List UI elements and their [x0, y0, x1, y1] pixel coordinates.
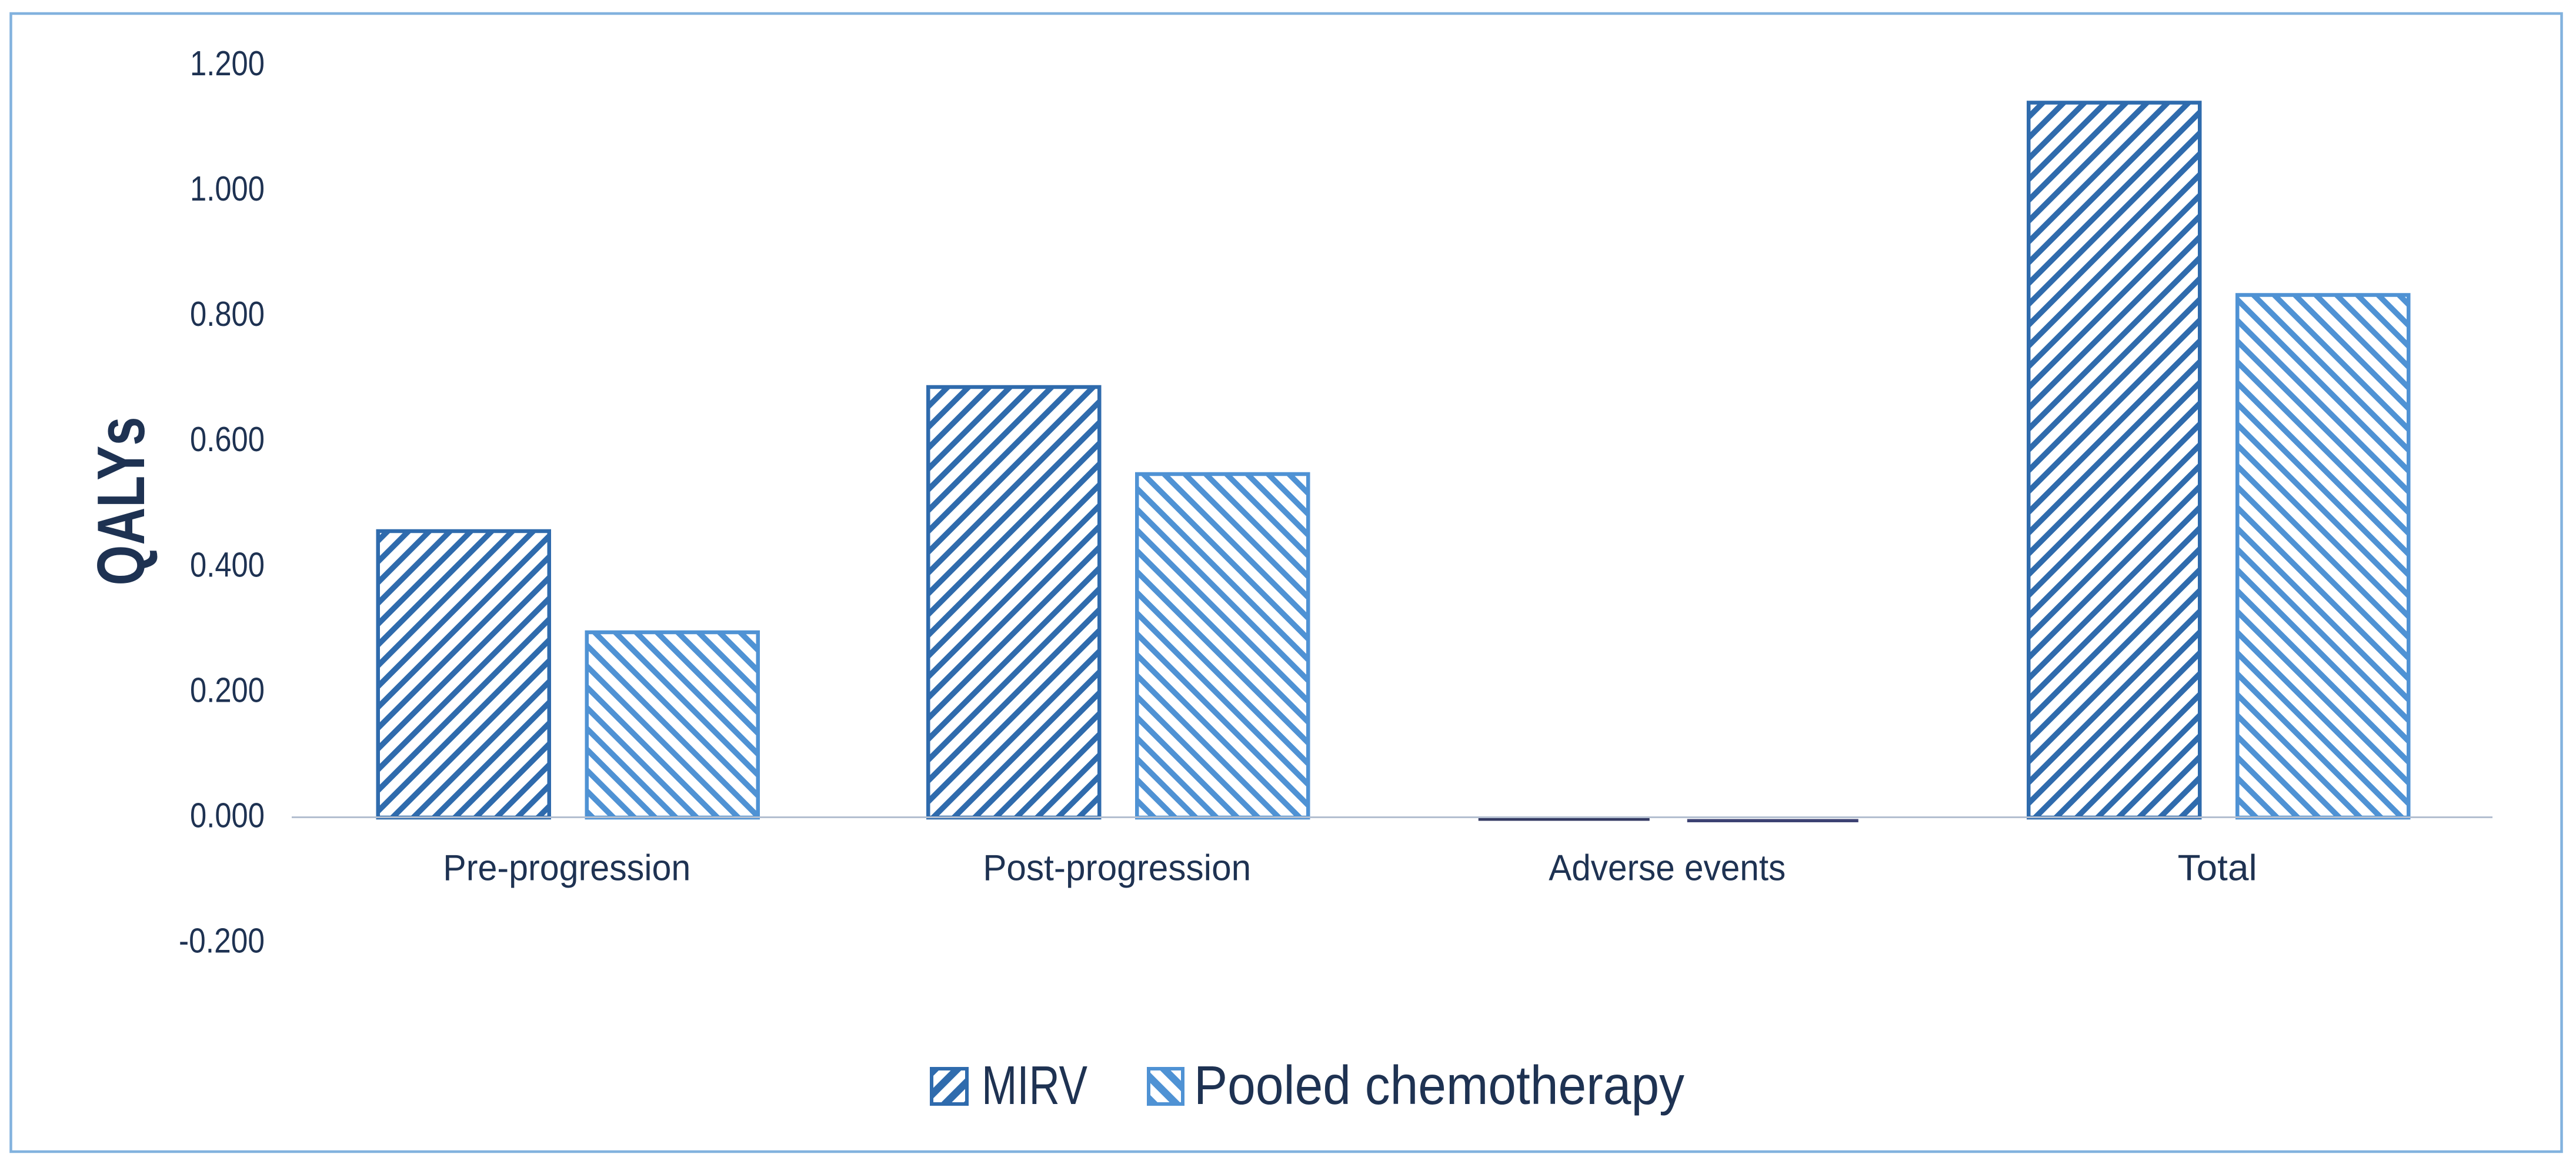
- svg-text:Post-progression: Post-progression: [983, 848, 1251, 889]
- svg-text:0.800: 0.800: [190, 295, 265, 333]
- svg-text:Adverse events: Adverse events: [1549, 848, 1786, 889]
- svg-text:1.000: 1.000: [190, 169, 265, 208]
- svg-text:Total: Total: [2178, 848, 2257, 889]
- svg-text:0.200: 0.200: [190, 671, 265, 709]
- svg-text:MIRV: MIRV: [982, 1055, 1087, 1116]
- svg-text:1.200: 1.200: [190, 44, 265, 83]
- svg-text:0.600: 0.600: [190, 420, 265, 459]
- svg-text:0.000: 0.000: [190, 796, 265, 835]
- svg-text:-0.200: -0.200: [179, 922, 265, 960]
- svg-text:Pooled chemotherapy: Pooled chemotherapy: [1194, 1055, 1684, 1116]
- svg-text:Pre-progression: Pre-progression: [443, 848, 690, 889]
- svg-text:QALYs: QALYs: [84, 417, 159, 586]
- svg-text:0.400: 0.400: [190, 545, 265, 584]
